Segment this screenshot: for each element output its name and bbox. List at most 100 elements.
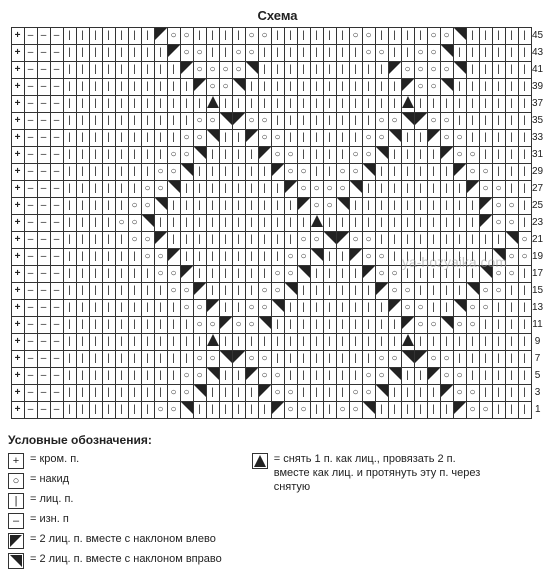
grid-cell — [453, 96, 466, 113]
cell-vbar — [311, 166, 323, 178]
grid-cell — [375, 147, 388, 164]
grid-cell — [362, 249, 375, 266]
cell-vbar — [467, 81, 479, 93]
cell-vbar — [77, 268, 89, 280]
grid-cell — [50, 79, 63, 96]
grid-cell — [310, 232, 323, 249]
cell-vbar — [389, 183, 401, 195]
grid-cell — [167, 130, 180, 147]
grid-cell — [258, 283, 271, 300]
grid-cell — [414, 317, 427, 334]
cell-vbar — [454, 183, 466, 195]
cell-vbar — [467, 370, 479, 382]
grid-cell — [414, 232, 427, 249]
grid-cell — [115, 351, 128, 368]
grid-cell — [102, 45, 115, 62]
grid-cell — [219, 45, 232, 62]
grid-cell — [63, 266, 76, 283]
cell-dec — [207, 334, 219, 346]
grid-cell — [336, 164, 349, 181]
grid-cell — [76, 198, 89, 215]
grid-cell — [115, 28, 128, 45]
cell-vbar — [480, 98, 492, 110]
cell-vbar — [246, 217, 258, 229]
grid-cell — [297, 28, 310, 45]
cell-vbar — [376, 183, 388, 195]
cell-yo — [298, 183, 310, 195]
grid-cell — [271, 198, 284, 215]
grid-cell — [167, 62, 180, 79]
grid-cell — [115, 147, 128, 164]
grid-cell — [271, 317, 284, 334]
grid-cell — [167, 164, 180, 181]
grid-cell — [206, 62, 219, 79]
grid-cell — [89, 28, 102, 45]
grid-cell — [154, 266, 167, 283]
grid-cell — [466, 334, 479, 351]
cell-vbar — [90, 285, 102, 297]
grid-cell — [141, 113, 154, 130]
grid-cell — [154, 79, 167, 96]
grid-cell — [349, 283, 362, 300]
grid-cell — [466, 181, 479, 198]
grid-cell — [102, 249, 115, 266]
cell-dash — [51, 302, 63, 314]
cell-dec — [168, 181, 180, 193]
cell-vbar — [402, 166, 414, 178]
grid-cell — [245, 232, 258, 249]
grid-cell — [141, 28, 154, 45]
cell-dec — [194, 147, 206, 159]
grid-cell — [128, 334, 141, 351]
grid-cell — [193, 402, 206, 419]
grid-cell — [63, 147, 76, 164]
cell-vbar — [298, 47, 310, 59]
grid-cell — [24, 28, 37, 45]
cell-vbar — [259, 251, 271, 263]
grid-cell — [388, 232, 401, 249]
legend-title: Условные обозначения: — [8, 433, 547, 447]
grid-cell — [232, 62, 245, 79]
cell-vbar — [220, 285, 232, 297]
grid-cell — [128, 96, 141, 113]
grid-cell — [232, 266, 245, 283]
cell-yo — [168, 166, 180, 178]
cell-vbar — [337, 319, 349, 331]
row-number: 17 — [531, 266, 544, 283]
grid-cell — [37, 164, 50, 181]
cell-vbar — [337, 285, 349, 297]
grid-cell — [323, 368, 336, 385]
cell-vbar — [506, 81, 518, 93]
grid-cell — [180, 130, 193, 147]
cell-vbar — [272, 353, 284, 365]
cell-vbar — [233, 336, 245, 348]
cell-vbar — [324, 353, 336, 365]
grid-cell — [11, 266, 24, 283]
grid-cell — [24, 96, 37, 113]
cell-vbar — [467, 47, 479, 59]
cell-vbar — [272, 47, 284, 59]
grid-cell — [258, 215, 271, 232]
grid-cell — [388, 45, 401, 62]
grid-cell — [50, 130, 63, 147]
cell-vbar — [350, 336, 362, 348]
grid-cell — [63, 62, 76, 79]
grid-cell — [414, 334, 427, 351]
cell-vbar — [103, 370, 115, 382]
grid-cell — [427, 28, 440, 45]
cell-vbar — [415, 166, 427, 178]
grid-cell — [401, 62, 414, 79]
grid-cell — [453, 385, 466, 402]
cell-vbar — [142, 387, 154, 399]
cell-vbar — [493, 98, 505, 110]
cell-yo — [181, 285, 193, 297]
grid-cell — [453, 113, 466, 130]
grid-cell — [219, 368, 232, 385]
cell-yo — [402, 302, 414, 314]
cell-vbar — [194, 183, 206, 195]
grid-cell — [466, 96, 479, 113]
cell-vbar — [116, 387, 128, 399]
grid-cell — [154, 113, 167, 130]
cell-vbar — [519, 200, 531, 212]
grid-cell — [479, 232, 492, 249]
cell-vbar — [142, 404, 154, 416]
